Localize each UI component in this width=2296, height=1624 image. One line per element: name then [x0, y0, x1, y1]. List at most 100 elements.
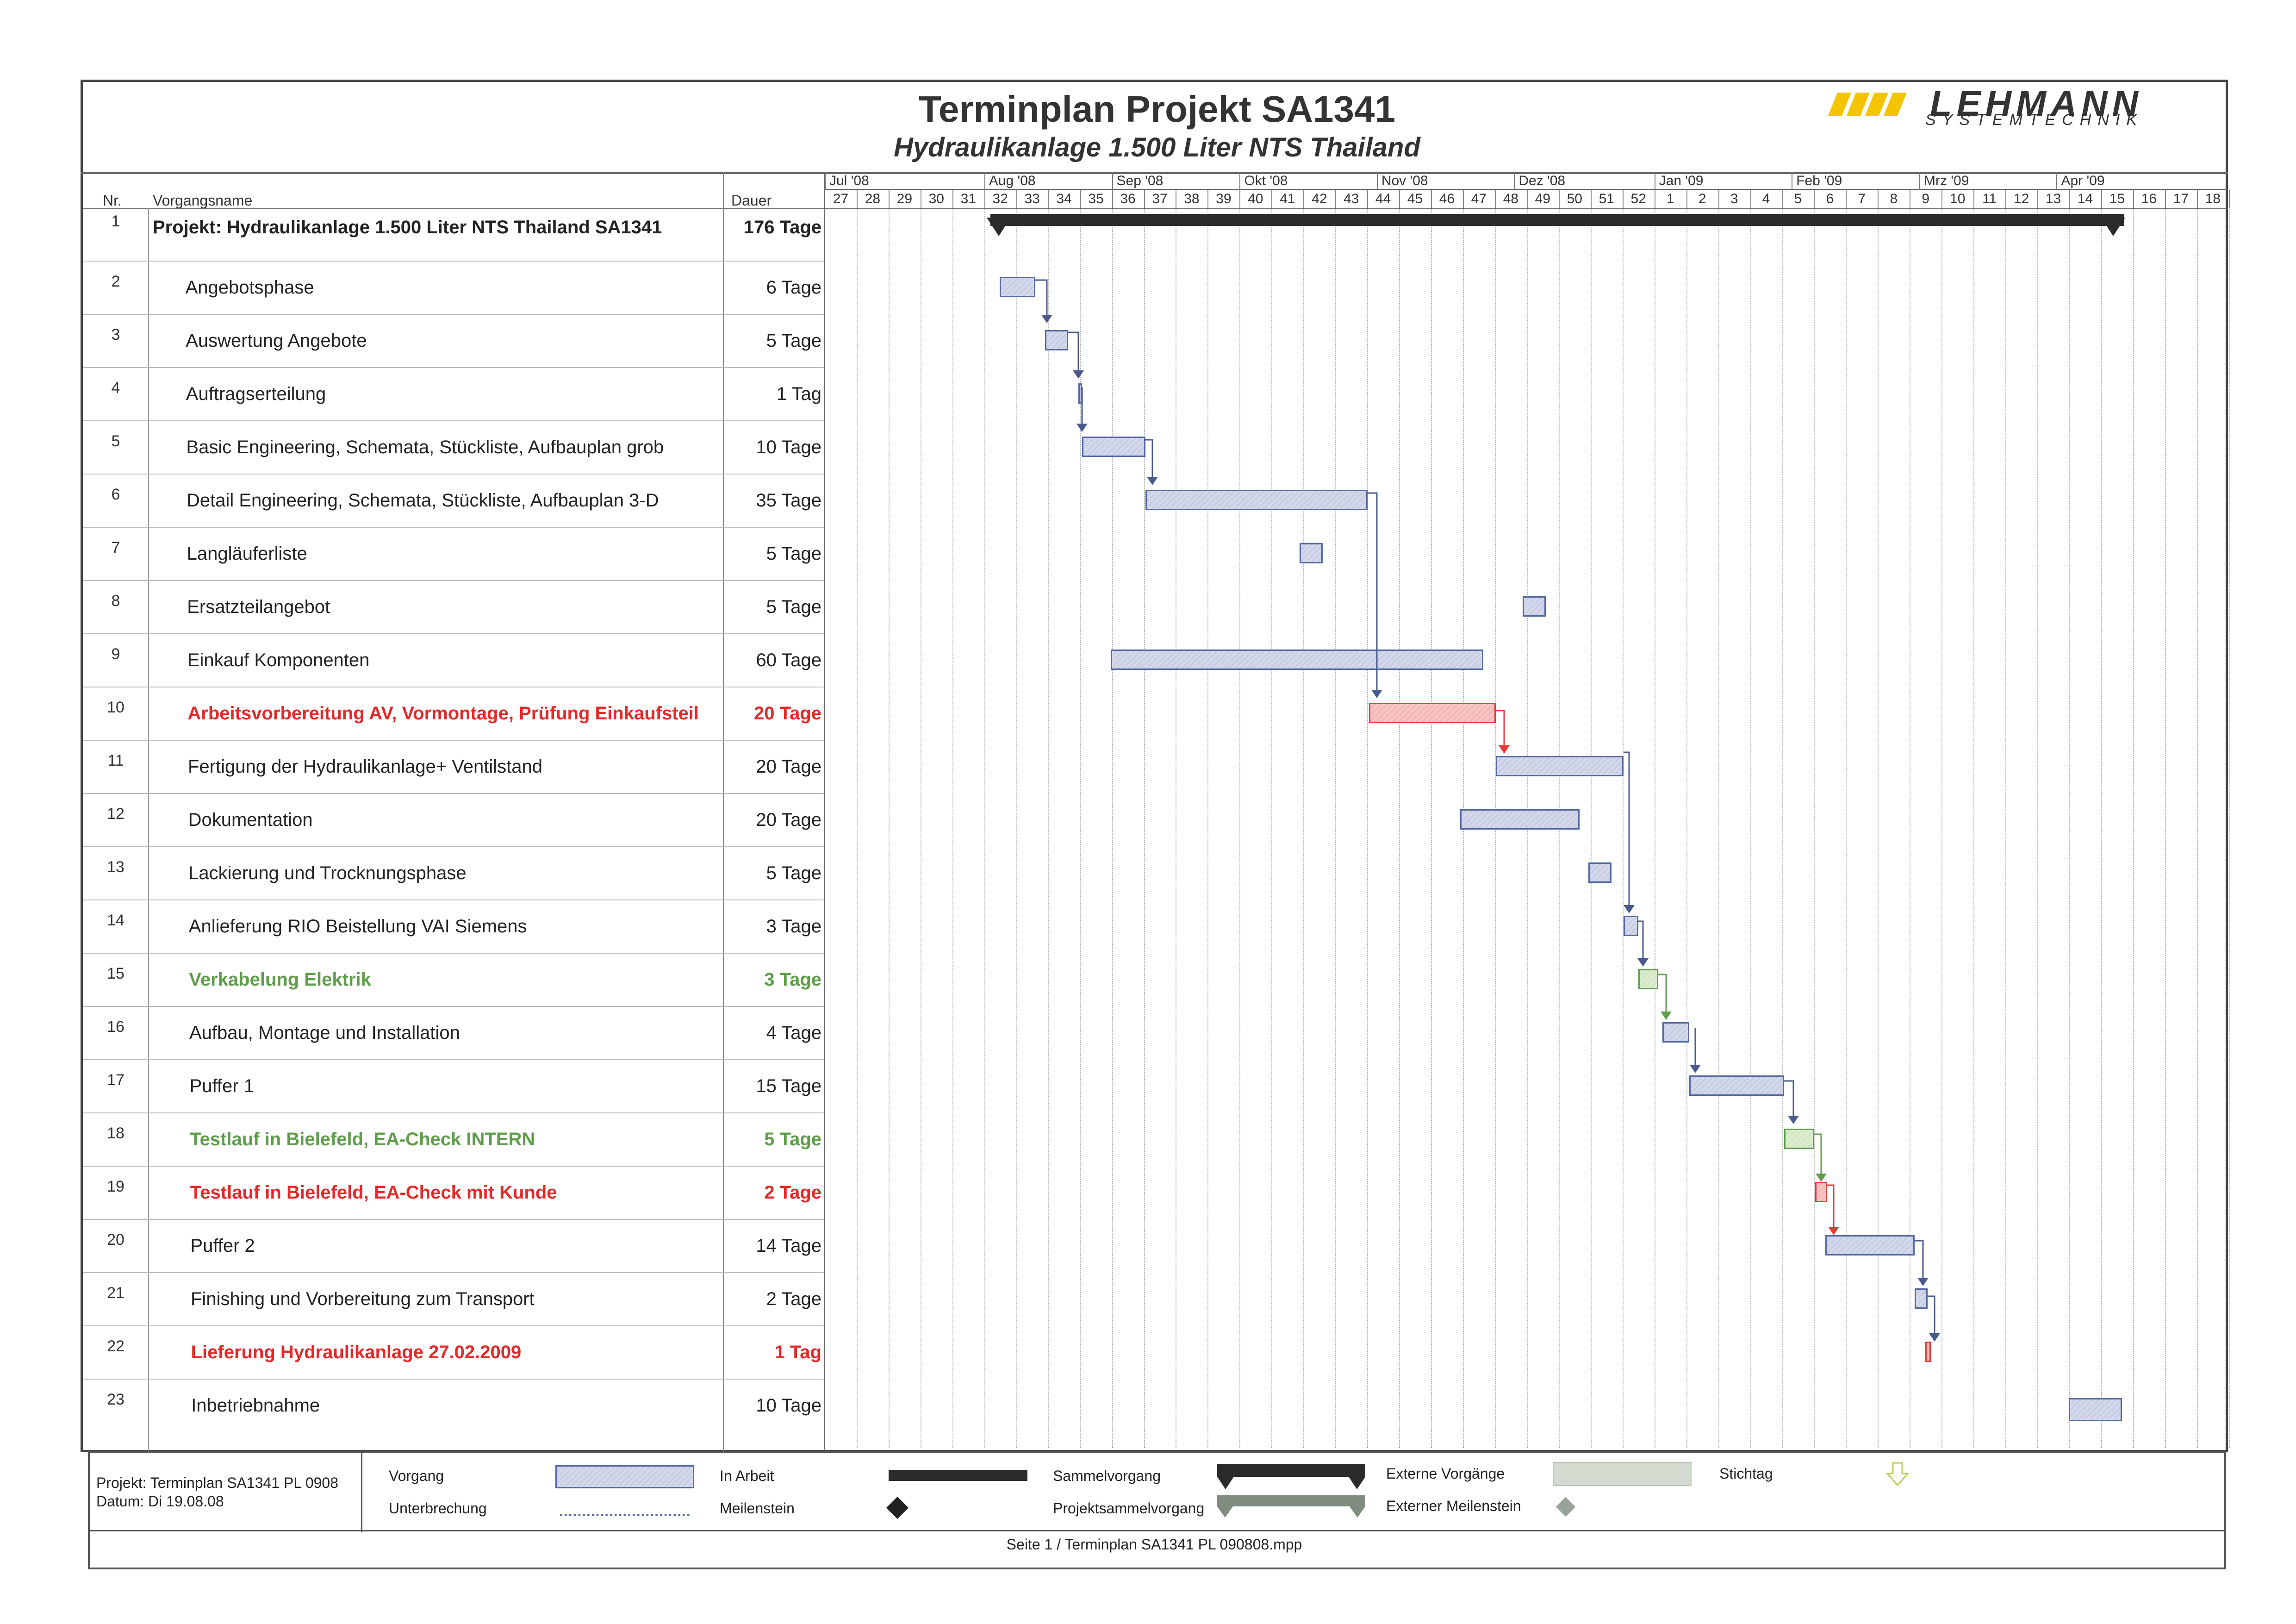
summary-bar: [990, 214, 2124, 226]
week-separator: [856, 190, 858, 208]
week-label: 7: [1858, 191, 1866, 206]
task-duration: 2 Tage: [764, 1182, 821, 1203]
grid-line: [1846, 207, 1847, 1448]
legend-top-line: [88, 1451, 2226, 1453]
task-duration: 20 Tage: [754, 703, 821, 724]
legend-divider: [361, 1453, 362, 1532]
grid-line: [1590, 207, 1592, 1448]
task-name: Basic Engineering, Schemata, Stückliste,…: [186, 437, 664, 457]
page-footer: Seite 1 / Terminplan SA1341 PL 090808.mp…: [1006, 1536, 1302, 1553]
week-label: 51: [1599, 191, 1614, 206]
row-separator: [83, 1219, 824, 1220]
task-name: Arbeitsvorbereitung AV, Vormontage, Prüf…: [187, 703, 699, 724]
task-name: Fertigung der Hydraulikanlage+ Ventilsta…: [188, 756, 543, 777]
week-label: 32: [992, 191, 1008, 206]
month-label: Aug '08: [989, 173, 1036, 188]
task-duration: 20 Tage: [756, 810, 821, 830]
task-bar: [1815, 1182, 1827, 1202]
task-duration: 60 Tage: [756, 650, 821, 670]
week-separator: [1558, 190, 1560, 208]
task-bar: [1915, 1288, 1928, 1309]
week-separator: [2133, 190, 2134, 208]
task-name: Auftragserteilung: [186, 384, 326, 404]
task-duration: 10 Tage: [756, 1395, 821, 1416]
week-label: 27: [833, 191, 849, 206]
task-bar: [1000, 277, 1035, 297]
legend-externer-meilenstein: Externer Meilenstein: [1386, 1498, 1521, 1514]
task-nr: 5: [111, 432, 120, 450]
grid-line: [1750, 207, 1751, 1448]
week-label: 40: [1248, 191, 1263, 206]
week-separator: [1399, 190, 1400, 208]
task-bar: [1082, 437, 1145, 457]
week-label: 8: [1890, 191, 1898, 206]
task-nr: 2: [111, 273, 120, 290]
name-duration-divider: [723, 172, 724, 1452]
week-separator: [1941, 190, 1943, 208]
month-label: Okt '08: [1244, 173, 1288, 188]
week-label: 30: [928, 191, 944, 206]
page-frame: [81, 80, 2228, 1452]
legend-unterbrechung-swatch: [560, 1514, 690, 1516]
week-separator: [1846, 190, 1847, 208]
week-label: 18: [2205, 191, 2221, 206]
legend-projektsammelvorgang: Projektsammelvorgang: [1053, 1500, 1205, 1517]
task-duration: 6 Tage: [766, 277, 821, 298]
chart-divider: [824, 172, 825, 1452]
month-label: Jul '08: [829, 173, 869, 188]
week-label: 42: [1312, 191, 1327, 206]
week-label: 14: [2077, 191, 2093, 206]
week-label: 52: [1630, 191, 1646, 206]
week-separator: [1878, 190, 1879, 208]
task-nr: 12: [107, 805, 124, 823]
week-separator: [1750, 190, 1751, 208]
task-duration: 176 Tage: [743, 217, 821, 237]
grid-line: [1686, 207, 1687, 1448]
week-separator: [1431, 190, 1432, 208]
week-label: 48: [1503, 191, 1519, 206]
grid-line: [1367, 207, 1369, 1448]
task-nr: 20: [107, 1231, 124, 1249]
week-label: 16: [2141, 191, 2157, 206]
row-separator: [83, 527, 824, 528]
task-name: Einkauf Komponenten: [187, 650, 370, 670]
task-nr: 23: [107, 1391, 124, 1408]
summary-start-marker: [987, 218, 1011, 236]
row-separator: [83, 633, 824, 634]
week-separator: [1494, 190, 1496, 208]
grid-line: [1622, 207, 1624, 1448]
week-separator: [1335, 190, 1337, 208]
task-nr: 19: [107, 1178, 124, 1195]
grid-line: [952, 207, 953, 1448]
nr-divider: [148, 208, 149, 1451]
task-nr: 15: [107, 965, 124, 982]
week-label: 6: [1826, 191, 1834, 206]
grid-line: [2037, 207, 2039, 1448]
week-label: 50: [1567, 191, 1582, 206]
task-name: Verkabelung Elektrik: [189, 969, 371, 990]
week-label: 28: [865, 191, 881, 206]
week-separator: [1303, 190, 1305, 208]
grid-line: [1718, 207, 1719, 1448]
task-nr: 3: [111, 326, 120, 344]
stichtag-arrow-icon: [1886, 1462, 1909, 1487]
week-separator: [984, 190, 985, 208]
task-duration: 3 Tage: [766, 916, 821, 937]
week-label: 38: [1184, 191, 1200, 206]
task-bar: [1588, 862, 1612, 883]
week-separator: [1207, 190, 1209, 208]
month-label: Apr '09: [2061, 173, 2105, 188]
week-separator: [952, 190, 953, 208]
month-separator: [825, 172, 826, 190]
task-nr: 1: [111, 212, 120, 230]
task-name: Finishing und Vorbereitung zum Transport: [191, 1289, 535, 1309]
task-duration: 35 Tage: [756, 490, 821, 511]
row-separator: [83, 314, 824, 315]
row-separator: [83, 1166, 824, 1167]
task-duration: 14 Tage: [756, 1236, 821, 1256]
row-separator: [83, 474, 824, 475]
week-separator: [1239, 190, 1241, 208]
task-name: Testlauf in Bielefeld, EA-Check INTERN: [190, 1129, 535, 1149]
task-duration: 5 Tage: [766, 597, 821, 617]
